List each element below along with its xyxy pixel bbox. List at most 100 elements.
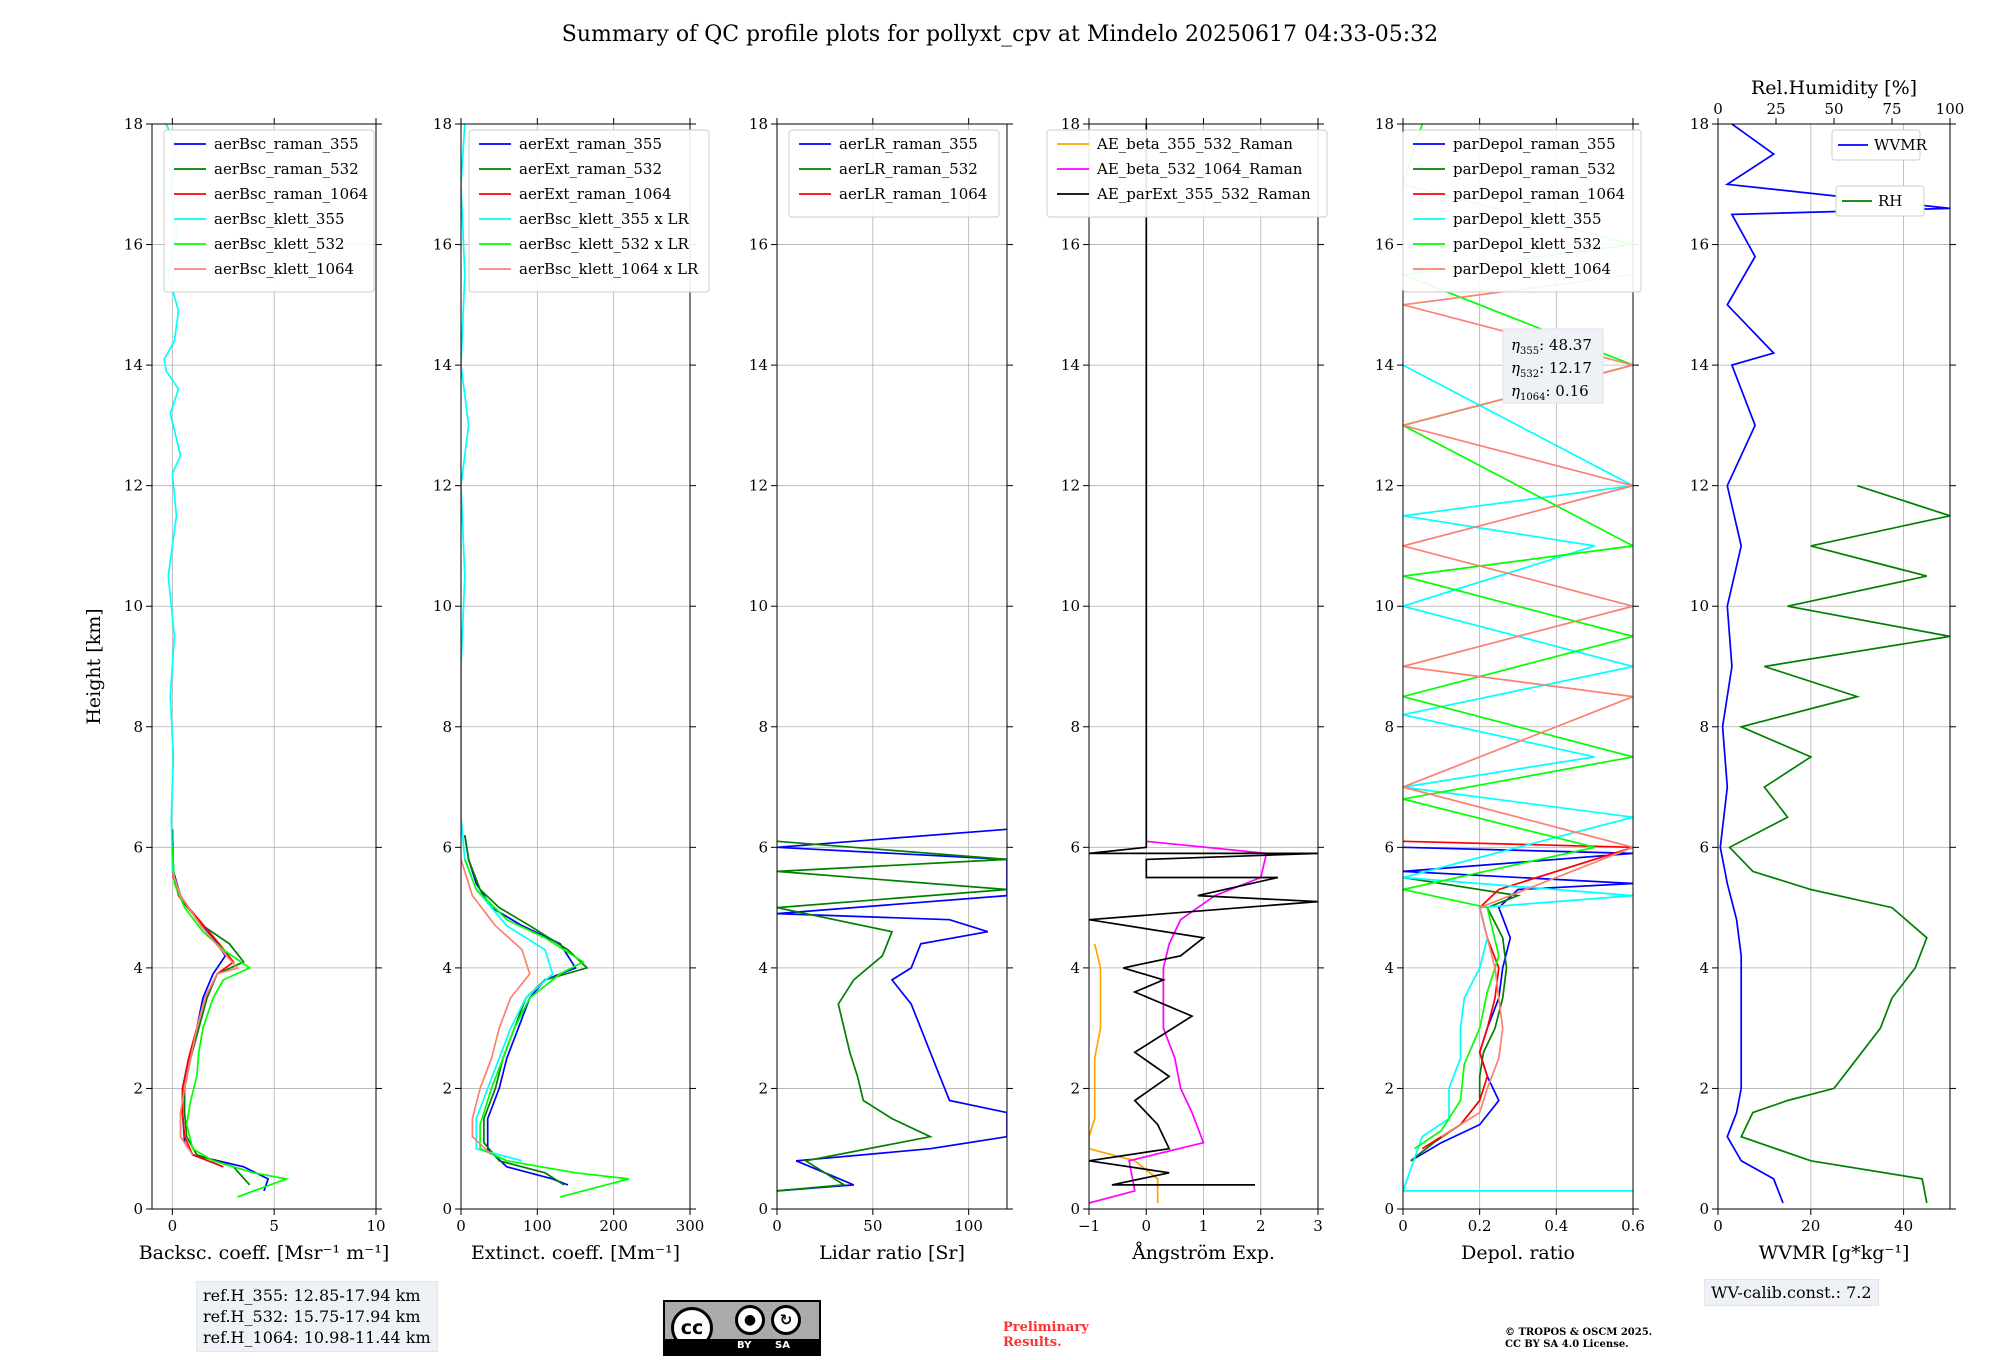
y-tick-label: 4 [133,959,143,977]
x-tick-label: 40 [1894,1217,1913,1235]
ref-heights-box: ref.H_355: 12.85-17.94 km ref.H_532: 15.… [196,1281,438,1352]
legend-label: aerExt_raman_1064 [519,185,672,203]
legend-label: aerBsc_klett_532 [214,235,345,253]
legend-label: parDepol_klett_1064 [1453,260,1611,278]
series-parDepol_klett_532 [1403,124,1633,1150]
series-parDepol_raman_1064 [1403,840,1633,1150]
legend-box [788,129,1000,218]
legend-label: aerLR_raman_532 [839,160,978,178]
y-tick-label: 2 [1384,1079,1394,1097]
y-tick-label: 10 [749,597,768,615]
y-tick-label: 0 [758,1200,768,1218]
by-person-icon: ● [735,1305,765,1335]
y-tick-label: 18 [749,115,768,133]
x-tick-label: 300 [676,1217,705,1235]
x-tick-label: 100 [954,1217,983,1235]
legend-label: AE_beta_355_532_Raman [1096,135,1293,153]
y-tick-label: 0 [133,1200,143,1218]
x-tick-label: −1 [1078,1217,1100,1235]
series-AE_parExt_355_532_Raman [1089,124,1318,1186]
series-aerBsc_klett_532 x LR [464,859,630,1198]
y-tick-label: 12 [124,477,143,495]
legend-box [1046,129,1328,218]
y-tick-label: 18 [124,115,143,133]
y-tick-label: 4 [1699,959,1709,977]
x-axis-label: Lidar ratio [Sr] [819,1242,965,1264]
axes-frame [460,123,691,1210]
x-tick-label: 10 [366,1217,385,1235]
legend-label: aerBsc_klett_1064 x LR [519,260,699,278]
y-tick-label: 16 [749,236,768,254]
y-tick-label: 2 [1699,1079,1709,1097]
y-tick-label: 2 [442,1079,452,1097]
series-AE_beta_355_532_Raman [1089,943,1159,1203]
x-tick-label: 20 [1801,1217,1820,1235]
series-parDepol_klett_1064 [1403,273,1633,1138]
legend-box [1835,185,1925,217]
copyright-line2: CC BY SA 4.0 License. [1505,1339,1629,1350]
x2-tick-label: 75 [1882,100,1901,118]
series-aerBsc_klett_1064 x LR [461,859,531,1156]
y-tick-label: 6 [758,838,768,856]
y-tick-label: 14 [433,356,452,374]
series-RH [1728,484,1950,1204]
y-tick-label: 8 [1070,718,1080,736]
series-aerLR_raman_355 [777,828,1007,1192]
y-tick-label: 14 [1061,356,1080,374]
y-tick-label: 4 [758,959,768,977]
legend-box [468,129,710,293]
y-tick-label: 8 [1384,718,1394,736]
y-tick-label: 6 [1384,838,1394,856]
series-AE_beta_532_1064_Raman [1089,840,1268,1204]
ref-height-1064: ref.H_1064: 10.98-11.44 km [203,1328,431,1347]
legend-label: parDepol_raman_1064 [1453,185,1625,203]
y-tick-label: 18 [433,115,452,133]
y-tick-label: 6 [1070,838,1080,856]
x2-axis-label: Rel.Humidity [%] [1751,77,1917,99]
cc-sa-label: SA [775,1340,790,1351]
x-tick-label: 5 [269,1217,279,1235]
legend-label: aerBsc_klett_532 x LR [519,235,690,253]
y-tick-label: 0 [442,1200,452,1218]
x-tick-label: 0.2 [1468,1217,1492,1235]
axes-frame [1402,123,1634,1210]
y-tick-label: 14 [1690,356,1709,374]
y-tick-label: 12 [1375,477,1394,495]
legend-label: AE_beta_532_1064_Raman [1096,160,1303,178]
x-tick-label: 0.6 [1621,1217,1645,1235]
y-tick-label: 12 [1690,477,1709,495]
series-aerBsc_raman_1064 [171,871,235,1168]
ref-height-532: ref.H_532: 15.75-17.94 km [203,1307,421,1326]
y-tick-label: 6 [442,838,452,856]
axes-frame [151,123,377,1210]
legend-label: aerBsc_klett_355 x LR [519,210,690,228]
y-tick-label: 8 [133,718,143,736]
panel-bsc: 0 2 4 6 8 10 12 14 16 18 0 5 10 Backsc. coeff. [Msr⁻¹… [83,115,389,1264]
y-tick-label: 14 [1375,356,1394,374]
x-tick-label: 0 [456,1217,466,1235]
y-tick-label: 14 [124,356,143,374]
y-tick-label: 14 [749,356,768,374]
y-tick-label: 2 [1070,1079,1080,1097]
legend-label: aerExt_raman_532 [519,160,662,178]
legend-label: parDepol_klett_532 [1453,235,1602,253]
x-tick-label: 0 [168,1217,178,1235]
x-tick-label: 3 [1313,1217,1323,1235]
y-tick-label: 18 [1690,115,1709,133]
legend-label: parDepol_raman_532 [1453,160,1616,178]
legend-label: RH [1878,192,1902,210]
series-parDepol_klett_355 [1403,364,1633,1192]
x-tick-label: 0 [1141,1217,1151,1235]
x-axis-label: WVMR [g*kg⁻¹] [1759,1242,1910,1264]
x-tick-label: 100 [523,1217,552,1235]
x-tick-label: 0 [1713,1217,1723,1235]
legend-label: parDepol_raman_355 [1453,135,1616,153]
series-parDepol_raman_355 [1403,846,1633,1162]
x-axis-label: Ångström Exp. [1131,1242,1275,1264]
x-tick-label: 50 [863,1217,882,1235]
legend-label: parDepol_klett_355 [1453,210,1602,228]
y-tick-label: 4 [442,959,452,977]
